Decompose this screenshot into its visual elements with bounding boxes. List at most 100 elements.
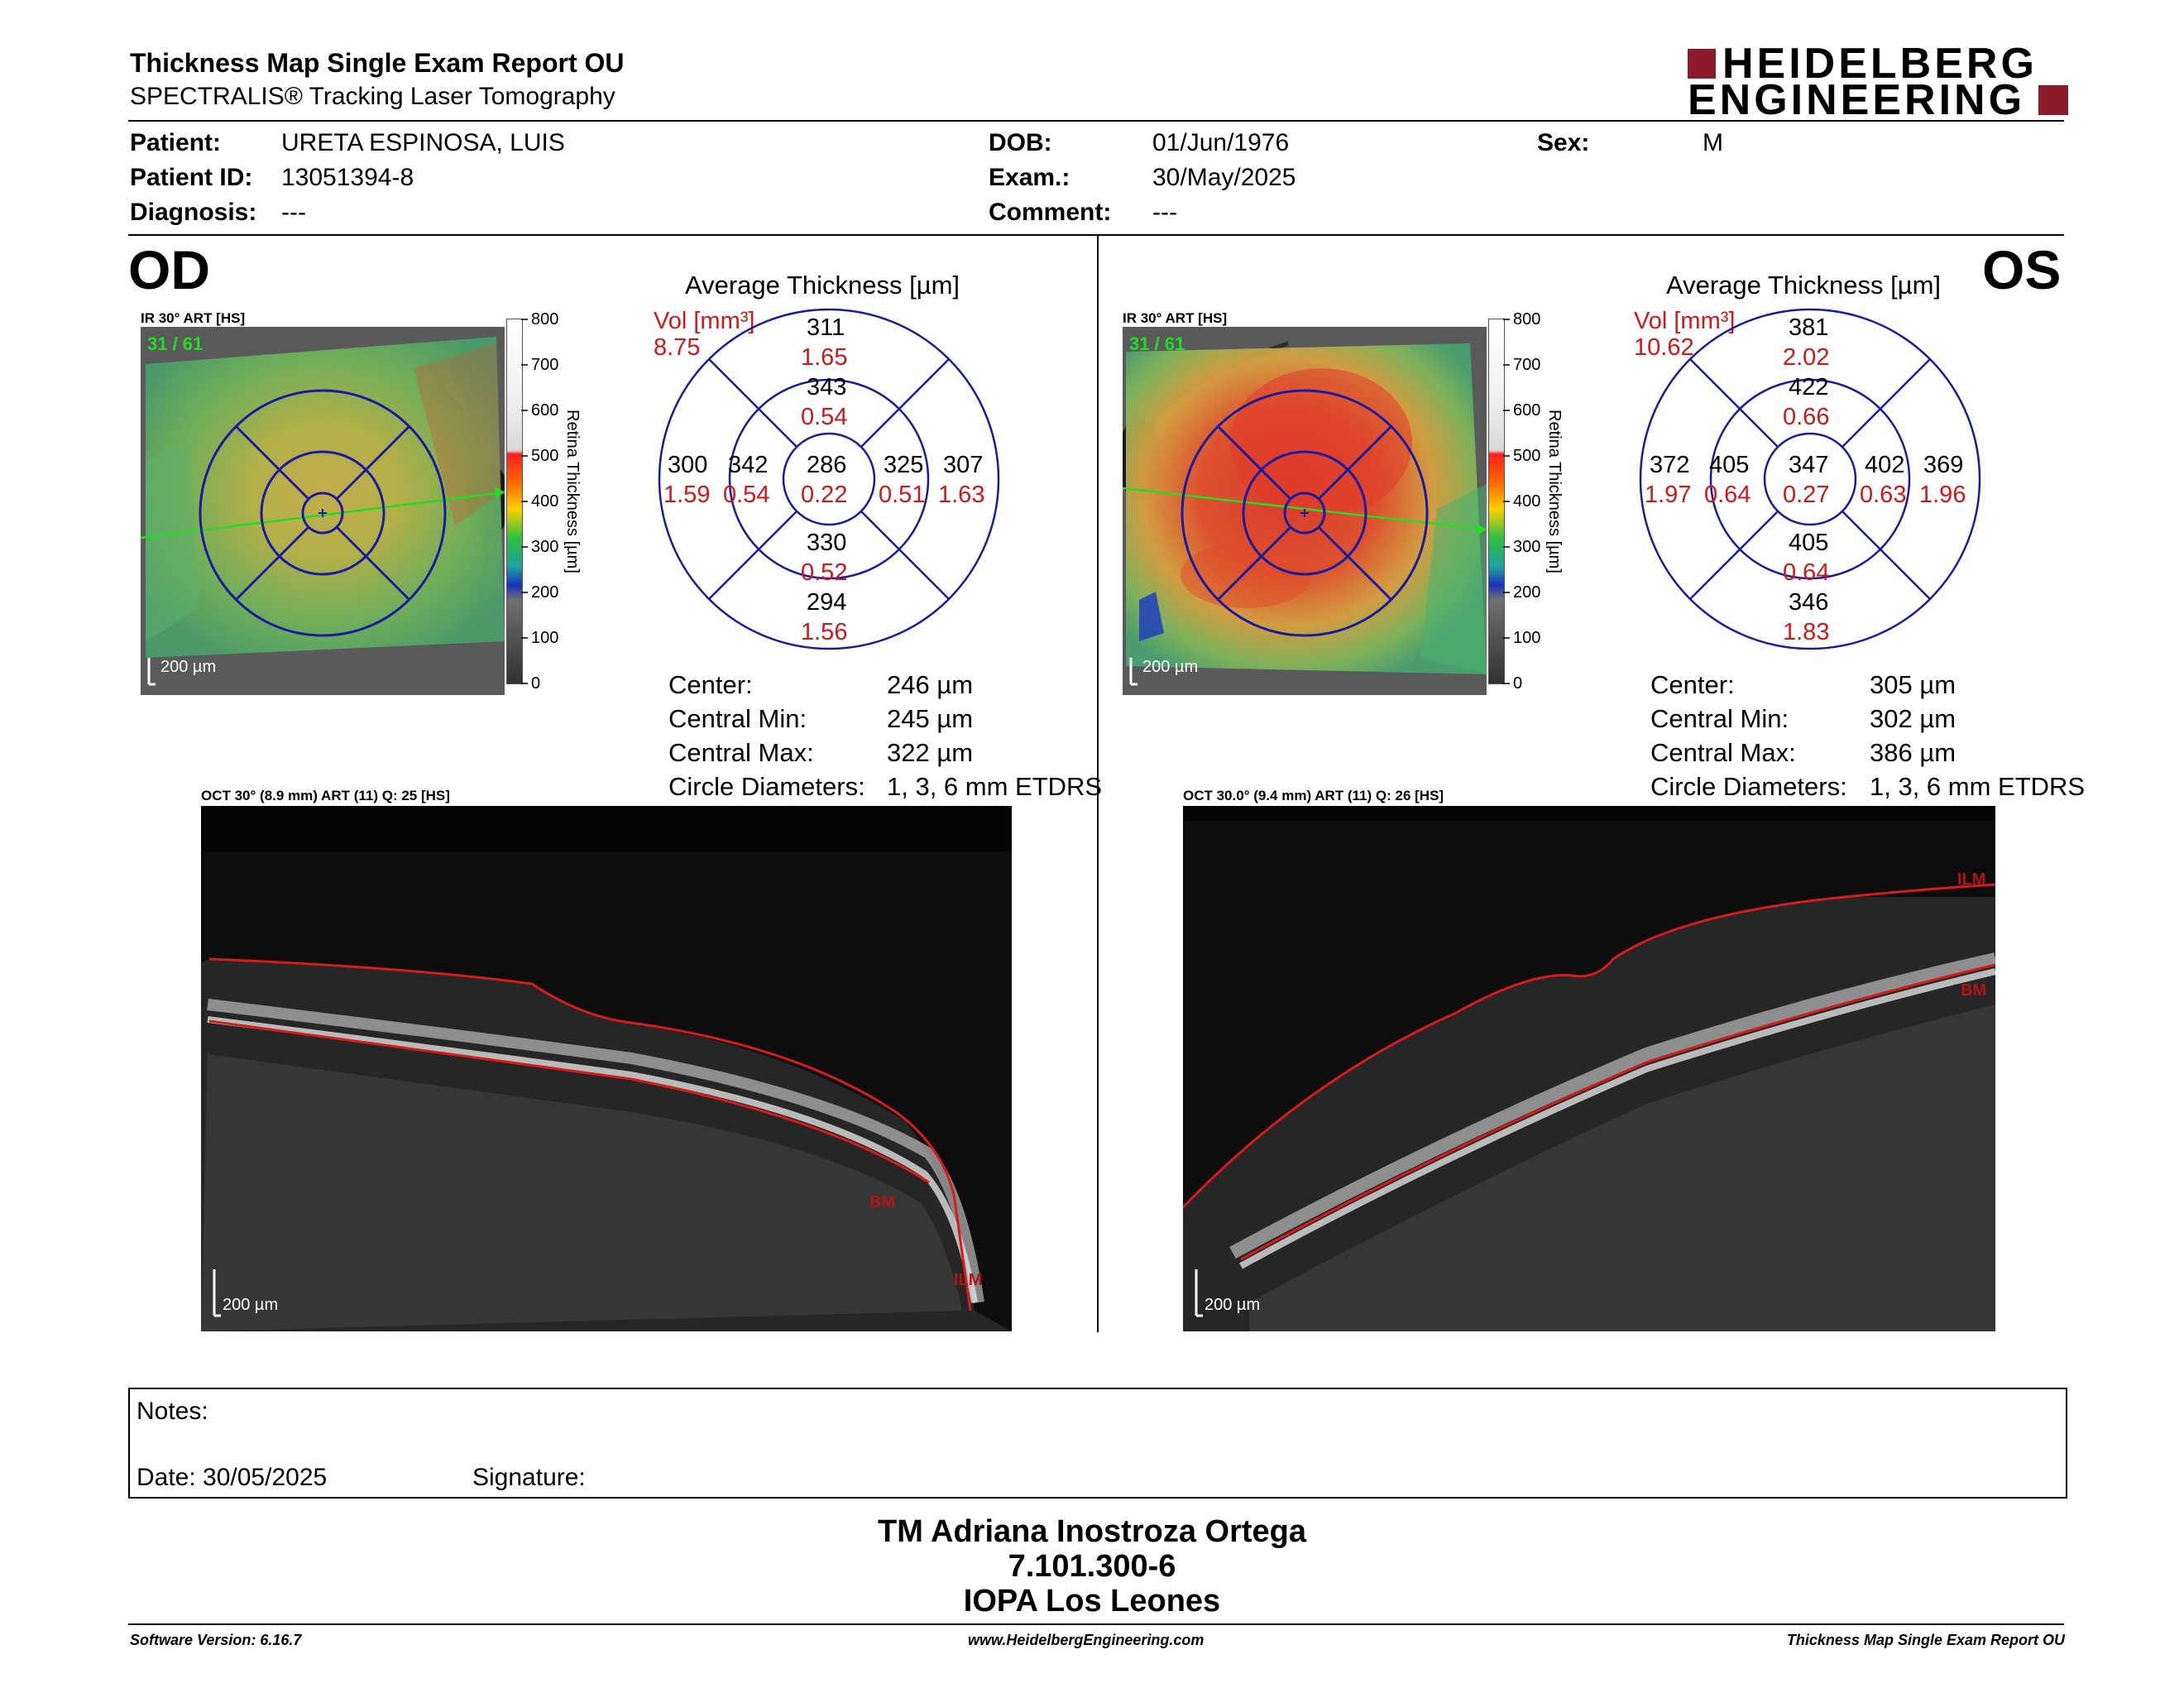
os-inner-inf: 405 [1789,530,1829,556]
os-inner-temp: 405 [1709,452,1750,478]
od-outer-inf-vol: 1.56 [801,619,848,645]
od-oct-scan: BM ILM 200 µm [201,806,1012,1331]
od-stat-min-value: 245 µm [887,704,974,733]
website-link[interactable]: www.HeidelbergEngineering.com [968,1632,1205,1648]
os-stat-center-value: 305 µm [1870,670,1956,699]
patient-id-value: 13051394-8 [281,164,414,191]
od-inner-nas: 325 [884,452,924,478]
os-tick-800: 800 [1513,310,1541,328]
od-inner-temp: 342 [728,452,769,478]
os-tick-400: 400 [1513,492,1541,511]
os-stat-max-value: 386 µm [1870,738,1956,767]
os-oct-label: OCT 30.0° (9.4 mm) ART (11) Q: 26 [HS] [1183,788,1444,803]
os-inner-sup-vol: 0.66 [1783,404,1830,430]
os-bm-label: BM [1961,981,1987,1000]
od-avg-title: Average Thickness [µm] [685,271,960,300]
os-oct-scale: 200 µm [1205,1296,1261,1314]
os-tick-500: 500 [1513,447,1541,465]
os-oct-scan: ILM BM 200 µm [1183,806,1995,1331]
os-stat-diam-label: Circle Diameters: [1650,772,1847,801]
comment-value: --- [1152,199,1177,226]
od-center-vol: 0.22 [801,482,848,508]
od-outer-nas-vol: 1.63 [938,482,985,508]
os-colorbar-label: Retina Thickness [µm] [1545,410,1564,573]
od-tick-500: 500 [531,447,559,465]
od-center: 286 [807,452,847,478]
od-outer-temp-vol: 1.59 [663,482,711,508]
os-stat-min-value: 302 µm [1870,704,1956,733]
od-inner-sup: 343 [807,374,847,400]
od-bm-label: BM [869,1193,896,1211]
os-inner-temp-vol: 0.64 [1704,482,1751,508]
os-map-scale: 200 µm [1142,658,1199,676]
od-stat-diam-value: 1, 3, 6 mm ETDRS [887,772,1103,801]
od-stat-max-value: 322 µm [887,738,974,767]
patient-divider [128,234,2064,236]
od-tick-800: 800 [531,310,559,328]
os-tick-700: 700 [1513,356,1541,374]
software-version: Software Version: 6.16.7 [130,1632,302,1648]
os-outer-inf-vol: 1.83 [1783,619,1830,645]
os-outer-nas-vol: 1.96 [1919,482,1966,508]
od-stat-min-label: Central Min: [668,704,807,733]
os-inner-nas: 402 [1865,452,1905,478]
exam-label: Exam.: [989,164,1070,191]
od-inner-nas-vol: 0.51 [879,482,926,508]
os-etdrs-grid [1639,308,1981,650]
report-title: Thickness Map Single Exam Report OU [130,48,625,78]
od-map-scale: 200 µm [160,658,217,676]
od-outer-temp: 300 [668,452,708,478]
os-stat-min-label: Central Min: [1650,704,1789,733]
os-eye-label: OS [1982,239,2062,300]
sex-label: Sex: [1537,129,1590,156]
os-thickness-map: 31 / 61 200 µm [1123,327,1487,695]
od-inner-temp-vol: 0.54 [723,482,770,508]
dob-label: DOB: [989,129,1052,156]
os-tick-600: 600 [1513,401,1541,420]
od-ir-label: IR 30° ART [HS] [141,310,246,326]
patient-label: Patient: [130,129,222,156]
logo-line1: HEIDELBERG [1722,40,2038,88]
center-divider [1097,236,1099,1332]
os-ilm-label: ILM [1957,870,1986,889]
os-vol-value: 10.62 [1634,334,1694,361]
os-colorbar: 800 700 600 500 400 300 200 100 0 Retina… [1488,310,1579,693]
od-tick-200: 200 [531,583,559,602]
dob-value: 01/Jun/1976 [1152,129,1290,156]
od-tick-100: 100 [531,629,559,647]
od-frames: 31 / 61 [147,333,204,354]
od-thickness-map: 31 / 61 200 µm [141,327,505,695]
od-vol-label: Vol [mm³] [654,308,755,334]
diagnosis-value: --- [281,199,306,226]
heidelberg-logo: HEIDELBERG ENGINEERING [1688,40,2068,122]
os-outer-inf: 346 [1789,589,1829,616]
od-stat-center-value: 246 µm [887,670,974,699]
od-tick-700: 700 [531,356,559,374]
os-stat-diam-value: 1, 3, 6 mm ETDRS [1870,772,2086,801]
od-oct-scale: 200 µm [223,1296,279,1314]
os-center-vol: 0.27 [1783,482,1830,508]
od-stat-diam-label: Circle Diameters: [668,772,865,801]
os-stat-center-label: Center: [1650,670,1735,699]
od-vol-value: 8.75 [654,334,701,361]
signer-place: IOPA Los Leones [963,1584,1221,1618]
os-avg-title: Average Thickness [µm] [1666,271,1942,300]
od-etdrs-grid [658,308,1000,650]
os-tick-100: 100 [1513,629,1541,647]
comment-label: Comment: [989,199,1112,226]
footer-report-name: Thickness Map Single Exam Report OU [1786,1632,2065,1648]
od-stat-max-label: Central Max: [668,738,814,767]
os-inner-inf-vol: 0.64 [1783,559,1830,586]
od-inner-inf: 330 [807,530,847,556]
os-tick-200: 200 [1513,583,1541,602]
od-outer-inf: 294 [807,589,847,616]
od-tick-600: 600 [531,401,559,420]
od-outer-sup: 311 [807,314,845,341]
os-inner-nas-vol: 0.63 [1860,482,1907,508]
header-divider [128,120,2064,122]
os-ir-label: IR 30° ART [HS] [1123,310,1228,326]
od-outer-sup-vol: 1.65 [801,344,848,371]
os-tick-300: 300 [1513,538,1541,556]
od-colorbar: 800 700 600 500 400 300 200 100 0 Retina… [506,310,597,693]
od-inner-sup-vol: 0.54 [801,404,848,430]
